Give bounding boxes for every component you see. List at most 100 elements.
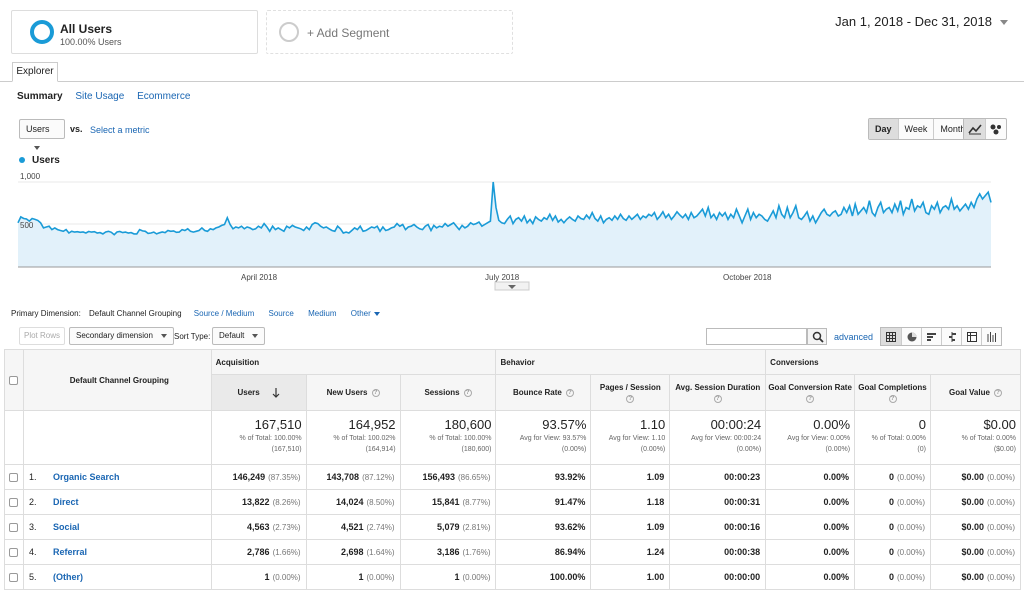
cell-value: 15,841 [431,497,460,507]
table-row: 1. Organic Search 146,249 (87.35%) 143,708 (8… [4,464,1022,490]
select-metric-link[interactable]: Select a metric [90,125,150,135]
cell-pages-session: 1.24 [590,539,671,565]
cell-value: 1.18 [646,497,665,507]
table-search-input[interactable] [706,328,807,345]
view-pivot-button[interactable] [961,328,981,345]
channel-link[interactable]: Social [52,522,80,532]
help-icon[interactable]: ? [626,394,635,403]
vs-label: vs. [70,124,83,134]
row-checkbox[interactable] [9,473,19,483]
channel-link[interactable]: (Other) [52,572,83,582]
secondary-dimension-select[interactable]: Secondary dimension [69,327,174,345]
advanced-filter-link[interactable]: advanced [834,332,874,342]
cell-users: 146,249 (87.35%) [210,464,307,490]
row-checkbox[interactable] [9,573,19,583]
subtab-summary[interactable]: Summary [17,91,63,102]
col-bounce-rate[interactable]: Bounce Rate? [495,374,592,411]
col-bounce-rate-label: Bounce Rate [512,388,562,397]
col-goal-value[interactable]: Goal Value? [929,374,1022,411]
line-chart-button[interactable] [964,119,985,139]
row-checkbox[interactable] [9,498,19,508]
tab-explorer[interactable]: Explorer [12,62,58,82]
add-segment-ring-icon [279,22,299,42]
period-month-button[interactable]: Month [933,119,971,139]
plot-rows-button[interactable]: Plot Rows [19,327,65,345]
total-note: % of Total: 100.00% [239,435,302,442]
segment-all-users[interactable]: All Users 100.00% Users [11,10,258,54]
cell-goal-value: $0.00 (0.00%) [929,564,1022,590]
date-range-picker[interactable]: Jan 1, 2018 - Dec 31, 2018 [835,14,1008,29]
row-checkbox[interactable] [9,548,19,558]
period-day-button[interactable]: Day [869,119,898,139]
cell-value: 0 [888,522,894,532]
dimension-source[interactable]: Source [268,309,294,318]
search-button[interactable] [807,328,827,345]
row-name-cell: 3. Social [22,514,212,540]
primary-dimension-current: Default Channel Grouping [89,309,182,318]
cell-value: 93.62% [554,522,586,532]
term-cloud-icon [987,332,996,342]
view-data-button[interactable] [881,328,901,345]
total-value: 00:00:24 [710,417,762,432]
cell-value: 1.00 [646,572,665,582]
group-acquisition: Acquisition [210,349,497,375]
subtab-ecommerce[interactable]: Ecommerce [137,91,191,102]
channel-link[interactable]: Referral [52,547,87,557]
col-pages-session[interactable]: Pages / Session? [590,374,671,411]
sort-type-select[interactable]: Default [212,327,266,345]
select-all-checkbox[interactable] [9,375,19,385]
col-sessions[interactable]: Sessions? [399,374,497,411]
help-icon[interactable]: ? [371,388,380,397]
chevron-down-icon [508,285,516,289]
subtab-site-usage[interactable]: Site Usage [75,91,125,102]
dimension-source-medium[interactable]: Source / Medium [193,309,255,318]
motion-chart-button[interactable] [985,119,1006,139]
view-comparison-button[interactable] [941,328,961,345]
chart-type-toggle [963,118,1007,140]
table-row: 2. Direct 13,822 (8.26%) 14,024 (8.50%) 15,841… [4,489,1022,515]
period-toggle: Day Week Month [868,118,973,140]
cell-value: 5,079 [436,522,460,532]
dimension-header[interactable]: Default Channel Grouping [22,349,212,411]
col-goal-conv-rate[interactable]: Goal Conversion Rate? [765,374,856,411]
users-line-chart: 1,000 500 April 2018 July 2018 October 2… [17,172,992,291]
row-name-cell: 4. Referral [22,539,212,565]
cell-value: 1.09 [646,472,665,482]
help-icon[interactable]: ? [888,394,897,403]
dimension-medium[interactable]: Medium [308,309,337,318]
cell-goal-completions: 0 (0.00%) [854,489,931,515]
row-checkbox[interactable] [9,523,19,533]
period-week-button[interactable]: Week [897,119,934,139]
channel-link[interactable]: Organic Search [52,472,120,482]
explorer-subtabs: Summary Site Usage Ecommerce [17,91,200,102]
cell-bounce-rate: 86.94% [495,539,592,565]
help-icon[interactable]: ? [565,388,574,397]
cell-percent: (0.00%) [272,573,301,582]
help-icon[interactable]: ? [463,388,472,397]
metric-select[interactable]: Users [19,119,65,150]
x-tick-label: October 2018 [723,273,772,282]
grid-view-icon [886,332,896,342]
col-avg-duration[interactable]: Avg. Session Duration? [669,374,767,411]
cell-value: 3,186 [436,547,460,557]
total-note: (0.00%) [825,446,851,453]
col-goal-completions[interactable]: Goal Completions? [854,374,931,411]
col-users[interactable]: Users [210,374,307,411]
view-performance-button[interactable] [921,328,941,345]
cell-goal-conv-rate: 0.00% [765,539,856,565]
help-icon[interactable]: ? [806,394,815,403]
cell-value: 1.09 [646,522,665,532]
total-goal-conv-rate: 0.00% Avg for View: 0.00% (0.00%) [765,410,856,465]
channel-link[interactable]: Direct [52,497,79,507]
help-icon[interactable]: ? [993,388,1002,397]
total-sessions: 180,600 % of Total: 100.00% (180,600) [399,410,497,465]
total-note: (0.00%) [561,446,587,453]
add-segment-button[interactable]: + Add Segment [266,10,513,54]
help-icon[interactable]: ? [713,394,722,403]
col-new-users[interactable]: New Users? [305,374,401,411]
dimension-other-menu[interactable]: Other [351,309,380,318]
total-note: Avg for View: 93.57% [519,435,587,442]
view-percentage-button[interactable] [901,328,921,345]
users-series-line [17,181,992,236]
view-term-cloud-button[interactable] [981,328,1001,345]
